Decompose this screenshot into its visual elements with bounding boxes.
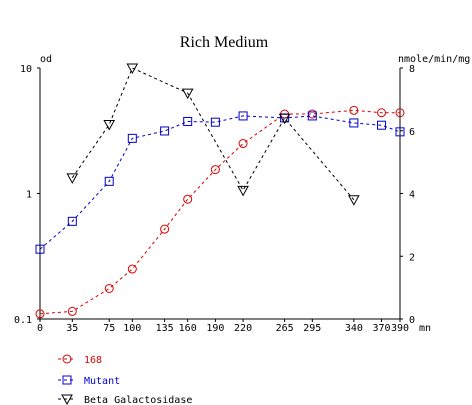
left-tick-label: 10: [20, 64, 32, 75]
data-point: [67, 216, 77, 226]
x-tick-label: 160: [179, 323, 197, 334]
x-axis-ticks: 0 35 75 100 135 160 190 220 265 295 340 370 390: [37, 319, 409, 334]
legend-label: 168: [84, 355, 102, 366]
data-point: [160, 126, 170, 136]
x-axis-unit: mn: [419, 323, 431, 334]
x-tick-label: 265: [276, 323, 294, 334]
data-point: [238, 139, 248, 149]
right-tick-label: 6: [409, 127, 415, 138]
right-tick-label: 8: [409, 64, 415, 75]
data-point: [104, 283, 114, 293]
x-tick-label: 75: [103, 323, 115, 334]
x-tick-label: 220: [234, 323, 252, 334]
series-0: [35, 105, 405, 319]
legend-label: Mutant: [84, 376, 120, 387]
left-axis-ticks: 0.1 1 10: [14, 64, 40, 326]
series-2: [66, 63, 360, 206]
right-tick-label: 4: [409, 190, 415, 201]
data-point: [160, 224, 170, 234]
series-line: [71, 67, 355, 201]
data-point: [238, 111, 248, 121]
data-point: [278, 113, 291, 125]
legend-item: 168: [58, 354, 102, 366]
data-point: [103, 119, 116, 131]
legend-label: Beta Galactosidase: [84, 395, 192, 405]
data-point: [210, 165, 220, 175]
legend: 168 Mutant Beta Galactosidase: [58, 354, 192, 405]
series-line: [39, 115, 401, 250]
x-tick-label: 35: [66, 323, 78, 334]
x-tick-label: 295: [303, 323, 321, 334]
series-line: [39, 109, 400, 315]
right-tick-label: 2: [409, 252, 415, 263]
data-point: [395, 127, 405, 137]
data-point: [35, 244, 45, 254]
x-tick-label: 135: [156, 323, 174, 334]
data-point: [35, 309, 45, 319]
data-point: [126, 63, 139, 75]
data-point: [127, 264, 137, 274]
data-point: [183, 116, 193, 126]
data-point: [237, 185, 249, 197]
data-point: [377, 120, 387, 130]
data-point: [210, 117, 220, 127]
series-layer: [35, 63, 405, 319]
series-1: [35, 111, 405, 254]
data-point: [349, 118, 359, 128]
right-axis-ticks: 0 2 4 6 8: [400, 64, 415, 326]
data-point: [104, 176, 114, 186]
legend-item: Beta Galactosidase: [58, 394, 192, 405]
left-axis-unit: od: [40, 54, 52, 65]
legend-marker: [62, 375, 72, 385]
x-tick-label: 370: [373, 323, 391, 334]
left-tick-label: 1: [26, 190, 32, 201]
data-point: [377, 108, 387, 118]
chart-title: Rich Medium: [180, 34, 269, 51]
legend-marker: [61, 394, 73, 405]
data-point: [127, 133, 137, 143]
data-point: [349, 105, 359, 115]
x-tick-label: 390: [391, 323, 409, 334]
x-tick-label: 0: [37, 323, 43, 334]
data-point: [67, 306, 77, 316]
data-point: [395, 108, 405, 118]
x-tick-label: 190: [206, 323, 224, 334]
data-point: [66, 173, 79, 184]
legend-item: Mutant: [58, 375, 120, 387]
data-point: [181, 88, 194, 100]
data-point: [347, 195, 360, 206]
data-point: [307, 111, 317, 121]
left-tick-label: 0.1: [14, 315, 32, 326]
legend-marker: [62, 354, 72, 364]
x-tick-label: 340: [345, 323, 363, 334]
right-tick-label: 0: [409, 315, 415, 326]
data-point: [183, 194, 193, 204]
x-tick-label: 100: [123, 323, 141, 334]
right-axis-unit: nmole/min/mg: [398, 54, 470, 65]
